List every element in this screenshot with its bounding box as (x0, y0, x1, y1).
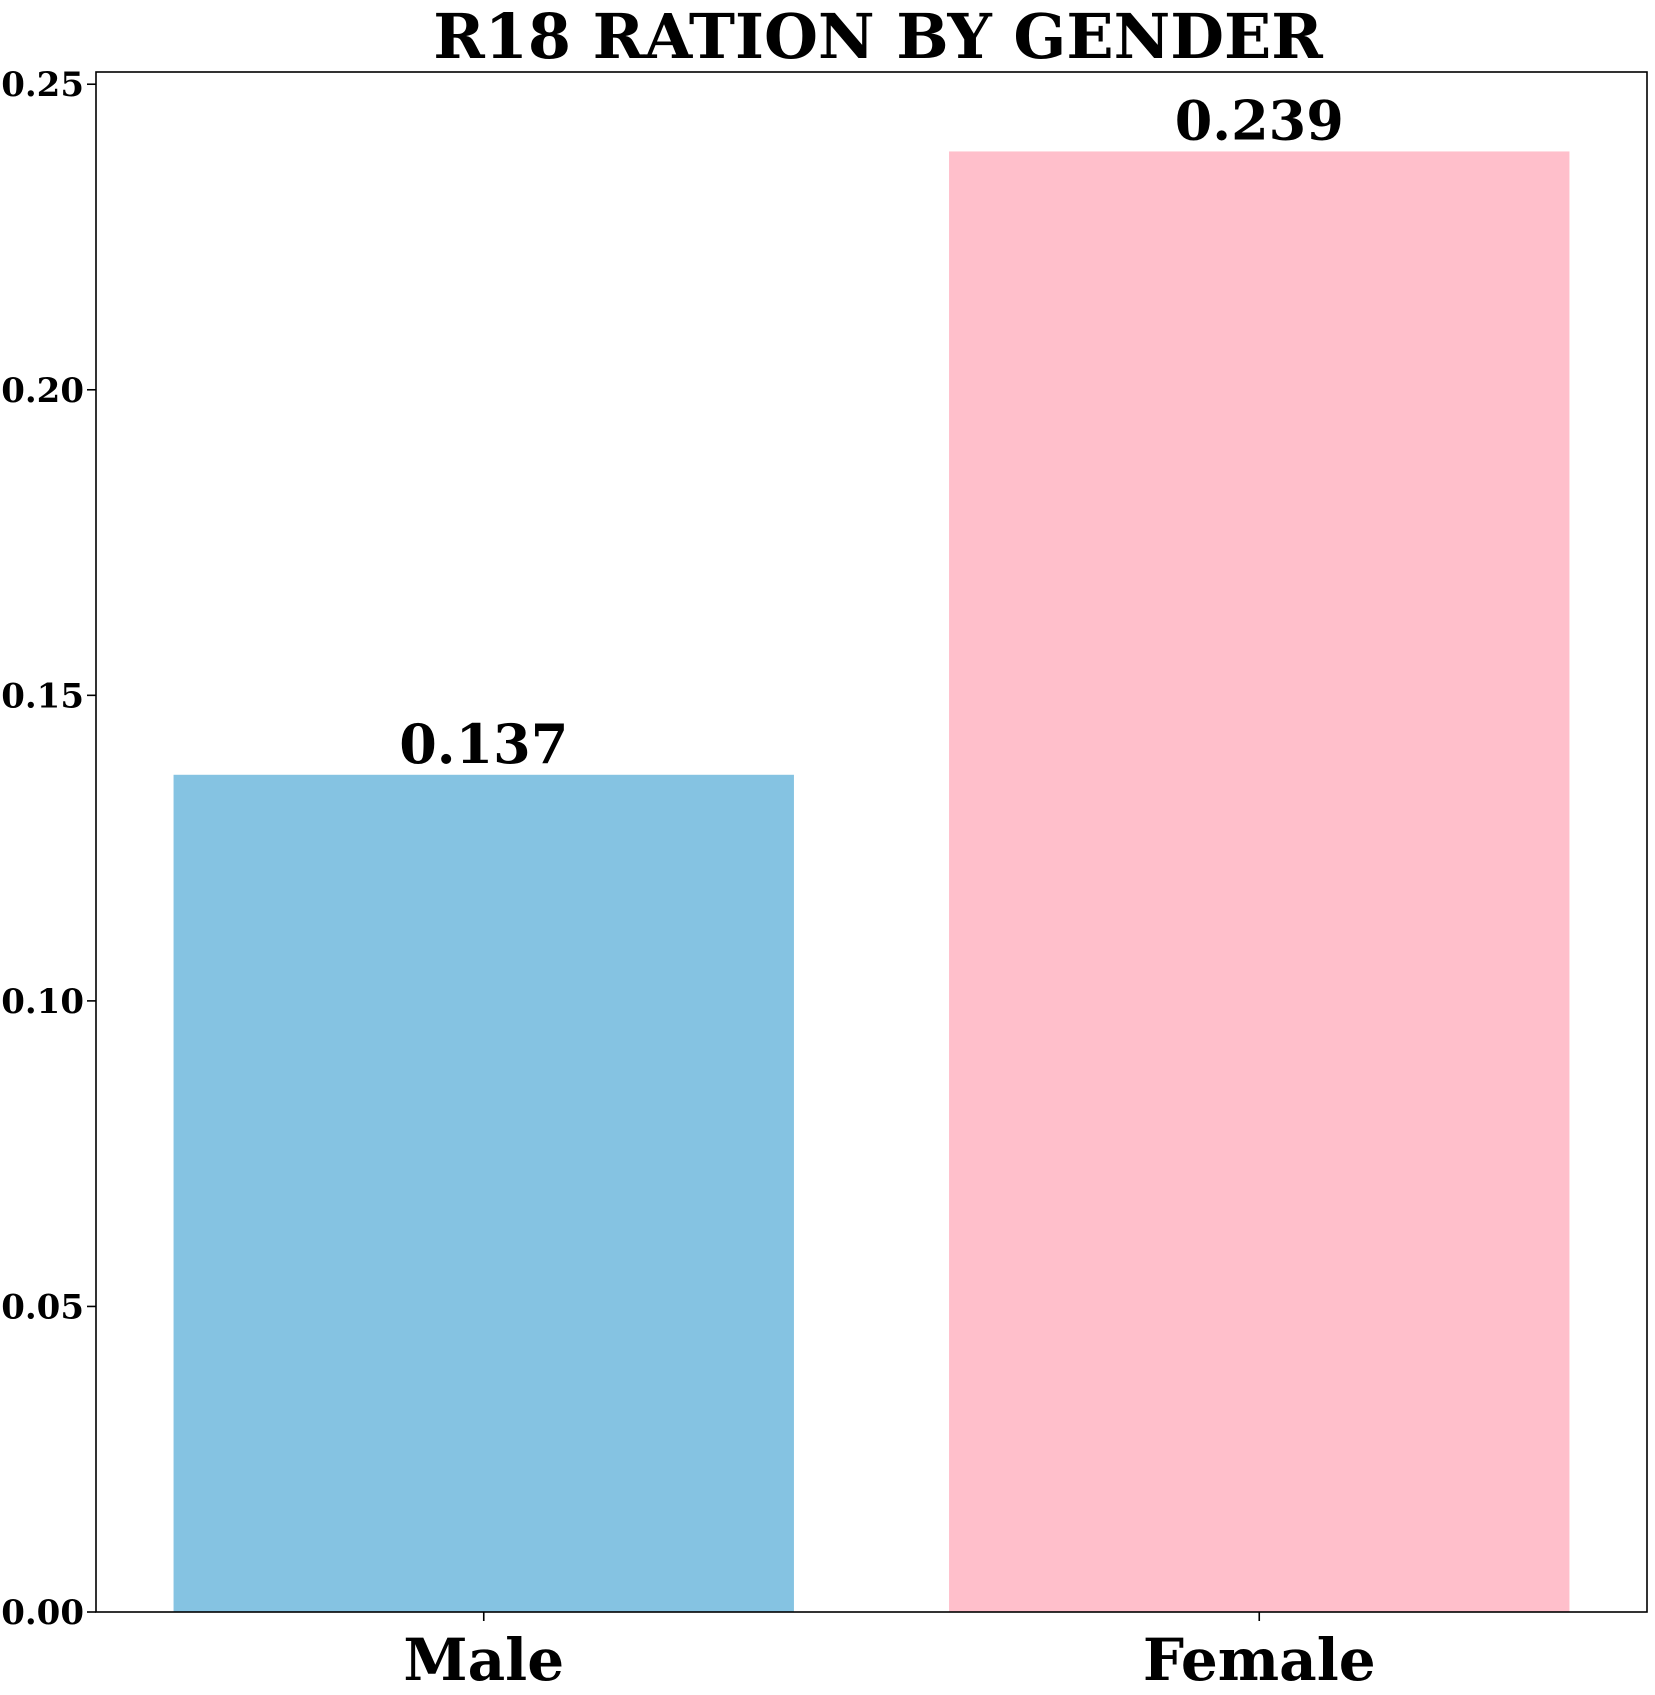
x-axis: Male Female (403, 1612, 1376, 1694)
y-tick-label: 0.15 (1, 676, 84, 716)
y-tick-label: 0.05 (1, 1287, 84, 1327)
bar-female (949, 151, 1570, 1612)
y-tick-label: 0.20 (1, 371, 84, 411)
plot-area-frame (95, 71, 1648, 1613)
data-label-male: 0.137 (399, 712, 568, 776)
chart-title: R18 RATION BY GENDER (433, 0, 1323, 73)
bars-group (173, 151, 1570, 1612)
y-tick-label: 0.25 (1, 65, 84, 105)
y-tick-label: 0.00 (1, 1593, 84, 1633)
bar-male (173, 774, 794, 1612)
x-tick-label-male: Male (403, 1626, 564, 1694)
data-label-female: 0.239 (1175, 88, 1344, 152)
y-tick-label: 0.10 (1, 982, 84, 1022)
y-axis: 0.00 0.05 0.10 0.15 0.20 0.25 (1, 65, 96, 1633)
data-labels-group: 0.137 0.239 (399, 88, 1344, 775)
x-tick-label-female: Female (1143, 1626, 1376, 1694)
